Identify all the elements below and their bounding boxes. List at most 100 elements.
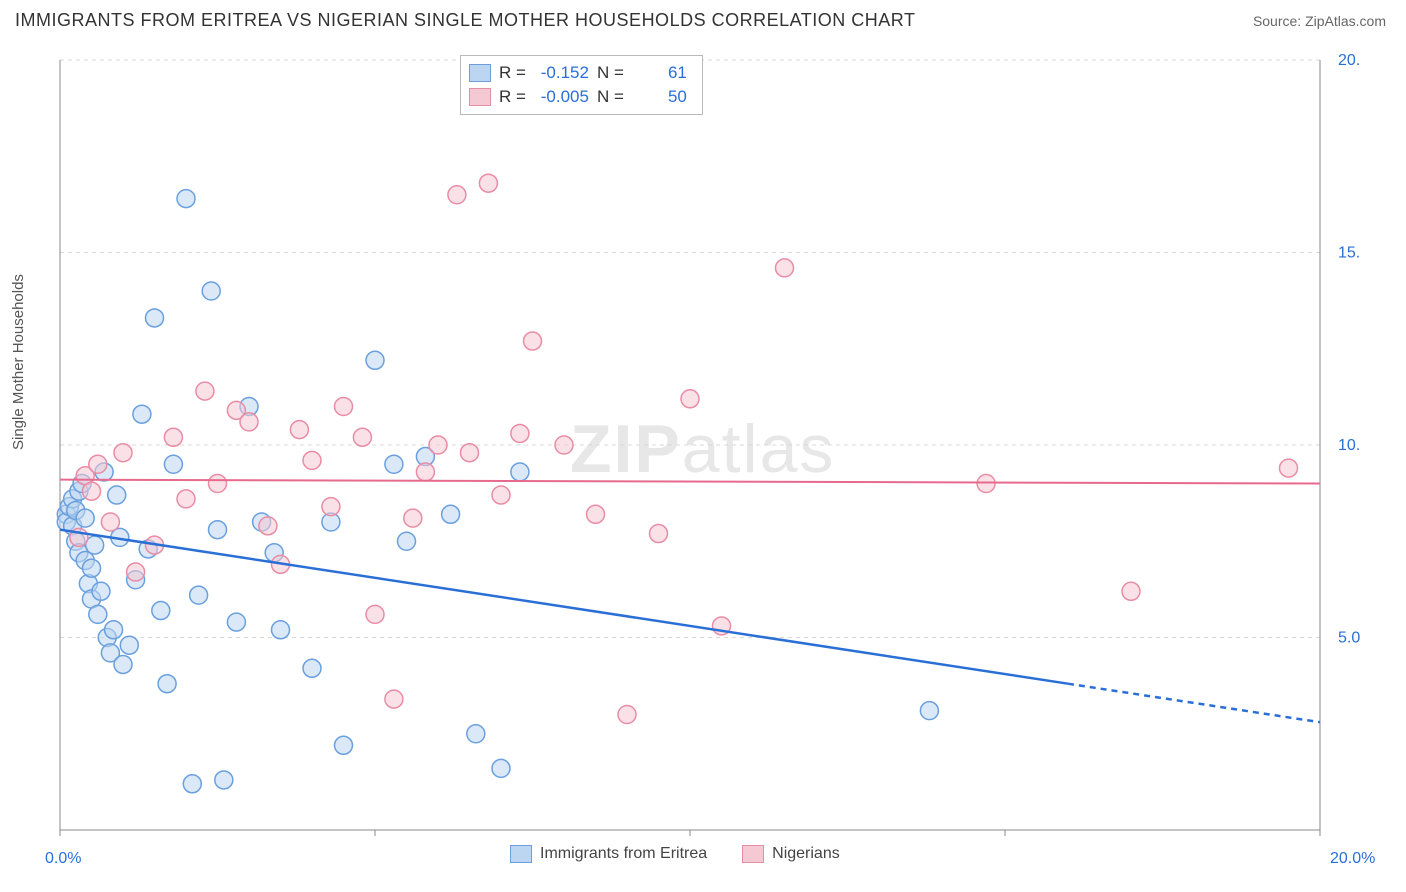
scatter-point: [511, 424, 529, 442]
scatter-point: [240, 413, 258, 431]
scatter-point: [177, 190, 195, 208]
scatter-point: [127, 563, 145, 581]
scatter-point: [76, 509, 94, 527]
scatter-point: [385, 690, 403, 708]
y-axis-label: Single Mother Households: [10, 274, 27, 450]
scatter-point: [177, 490, 195, 508]
stats-legend-box: R = -0.152 N = 61 R = -0.005 N = 50: [460, 55, 703, 115]
scatter-point: [89, 455, 107, 473]
scatter-point: [366, 351, 384, 369]
scatter-point: [215, 771, 233, 789]
scatter-point: [259, 517, 277, 535]
scatter-point: [977, 475, 995, 493]
scatter-point: [89, 605, 107, 623]
trend-line-extrapolated: [1068, 684, 1320, 723]
swatch-series2: [469, 88, 491, 106]
scatter-point: [492, 486, 510, 504]
r-value-series2: -0.005: [534, 85, 589, 109]
scatter-point: [290, 421, 308, 439]
scatter-point: [190, 586, 208, 604]
r-value-series1: -0.152: [534, 61, 589, 85]
scatter-point: [83, 482, 101, 500]
scatter-point: [335, 398, 353, 416]
scatter-point: [448, 186, 466, 204]
scatter-point: [385, 455, 403, 473]
legend-label-series1: Immigrants from Eritrea: [540, 845, 707, 863]
n-value-series1: 61: [632, 61, 687, 85]
y-tick-label: 20.0%: [1338, 52, 1360, 69]
scatter-point: [467, 725, 485, 743]
scatter-point: [416, 463, 434, 481]
x-tick-max: 20.0%: [1330, 850, 1375, 868]
scatter-point: [202, 282, 220, 300]
n-label-2: N =: [597, 85, 624, 109]
scatter-point: [83, 559, 101, 577]
stats-row-series2: R = -0.005 N = 50: [469, 85, 687, 109]
x-tick-min: 0.0%: [45, 850, 81, 868]
scatter-plot-svg: 5.0% 10.0% 15.0% 20.0%: [50, 50, 1360, 840]
scatter-point: [105, 621, 123, 639]
scatter-point: [587, 505, 605, 523]
scatter-point: [681, 390, 699, 408]
legend-item-series2: Nigerians: [742, 845, 840, 863]
swatch-series1: [469, 64, 491, 82]
scatter-point: [303, 659, 321, 677]
scatter-point: [492, 759, 510, 777]
legend-label-series2: Nigerians: [772, 845, 840, 863]
n-label: N =: [597, 61, 624, 85]
scatter-point: [183, 775, 201, 793]
scatter-point: [158, 675, 176, 693]
scatter-point: [920, 702, 938, 720]
chart-header: IMMIGRANTS FROM ERITREA VS NIGERIAN SING…: [0, 0, 1406, 36]
scatter-point: [209, 521, 227, 539]
chart-title: IMMIGRANTS FROM ERITREA VS NIGERIAN SING…: [15, 10, 915, 31]
scatter-point: [120, 636, 138, 654]
source-label: Source: ZipAtlas.com: [1253, 13, 1386, 29]
scatter-point: [322, 498, 340, 516]
scatter-point: [227, 613, 245, 631]
legend-swatch-series1: [510, 845, 532, 863]
scatter-point: [404, 509, 422, 527]
scatter-point: [335, 736, 353, 754]
n-value-series2: 50: [632, 85, 687, 109]
scatter-point: [1122, 582, 1140, 600]
scatter-point: [272, 621, 290, 639]
scatter-point: [353, 428, 371, 446]
legend-swatch-series2: [742, 845, 764, 863]
scatter-point: [101, 513, 119, 531]
trend-line: [60, 530, 1068, 684]
legend-item-series1: Immigrants from Eritrea: [510, 845, 707, 863]
r-label: R =: [499, 61, 526, 85]
scatter-point: [650, 525, 668, 543]
scatter-point: [114, 444, 132, 462]
y-tick-label: 15.0%: [1338, 245, 1360, 262]
scatter-point: [114, 655, 132, 673]
scatter-point: [108, 486, 126, 504]
stats-row-series1: R = -0.152 N = 61: [469, 61, 687, 85]
y-tick-label: 5.0%: [1338, 630, 1360, 647]
scatter-point: [209, 475, 227, 493]
plot-area: 5.0% 10.0% 15.0% 20.0%: [50, 50, 1360, 840]
y-tick-label: 10.0%: [1338, 437, 1360, 454]
trend-line: [60, 480, 1320, 484]
scatter-point: [152, 602, 170, 620]
scatter-point: [429, 436, 447, 454]
scatter-point: [479, 174, 497, 192]
scatter-point: [511, 463, 529, 481]
r-label-2: R =: [499, 85, 526, 109]
scatter-point: [133, 405, 151, 423]
scatter-point: [618, 706, 636, 724]
scatter-point: [164, 428, 182, 446]
scatter-point: [555, 436, 573, 454]
bottom-legend: Immigrants from Eritrea Nigerians: [510, 845, 840, 863]
scatter-point: [146, 309, 164, 327]
scatter-point: [92, 582, 110, 600]
scatter-point: [776, 259, 794, 277]
scatter-point: [398, 532, 416, 550]
scatter-point: [1280, 459, 1298, 477]
scatter-point: [442, 505, 460, 523]
scatter-point: [461, 444, 479, 462]
scatter-point: [524, 332, 542, 350]
scatter-point: [366, 605, 384, 623]
scatter-point: [303, 451, 321, 469]
